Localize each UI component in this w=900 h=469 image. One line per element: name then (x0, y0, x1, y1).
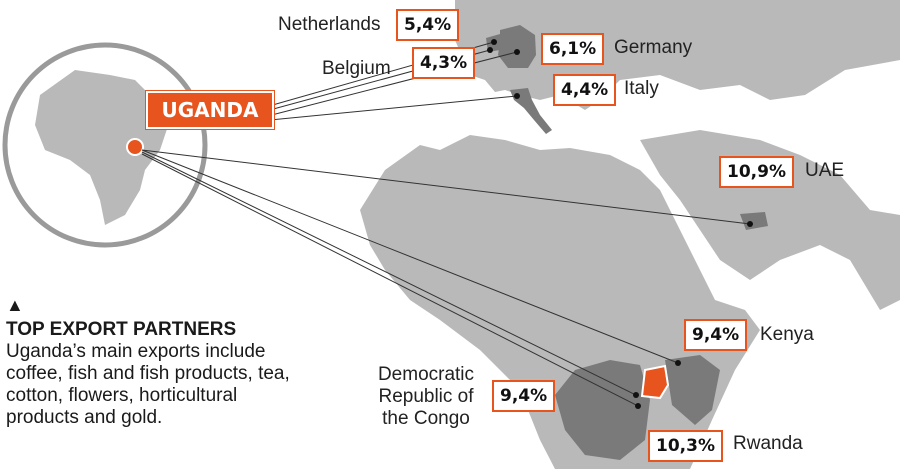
value-italy: 4,4% (553, 74, 617, 106)
label-uae: UAE (805, 160, 845, 181)
line-italy (269, 95, 518, 121)
kenya-shape (665, 355, 720, 425)
dot-germany (514, 49, 520, 55)
value-drc: 9,4% (492, 380, 556, 412)
dot-italy (514, 93, 520, 99)
uganda-shape (640, 364, 670, 400)
value-kenya: 9,4% (684, 319, 748, 351)
legend-title: TOP EXPORT PARTNERS (6, 319, 237, 340)
dot-belgium (487, 47, 493, 53)
value-uae: 10,9% (719, 156, 794, 188)
line-rwanda (141, 153, 639, 407)
uganda-label: UGANDA (146, 91, 274, 129)
line-kenya (141, 149, 679, 364)
dot-kenya (675, 360, 681, 366)
label-netherlands: Netherlands (278, 14, 381, 35)
uae-shape (740, 212, 768, 230)
value-germany: 6,1% (541, 33, 605, 65)
label-drc: Democratic Republic of the Congo (377, 364, 475, 429)
line-uae (141, 149, 751, 225)
legend: ▲ TOP EXPORT PARTNERS Uganda’s main expo… (6, 295, 306, 429)
value-netherlands: 5,4% (396, 9, 460, 41)
value-rwanda: 10,3% (648, 430, 723, 462)
drc-shape (555, 360, 650, 460)
dot-drc (633, 392, 639, 398)
germany-shape (498, 25, 536, 68)
line-drc (141, 151, 637, 396)
label-germany: Germany (614, 37, 693, 58)
inset-africa (35, 70, 170, 225)
connector-dots (487, 39, 753, 409)
label-belgium: Belgium (322, 58, 391, 79)
connector-lines (141, 41, 751, 407)
label-rwanda: Rwanda (733, 433, 803, 454)
italy-shape (510, 88, 552, 134)
label-italy: Italy (624, 78, 659, 99)
value-belgium: 4,3% (412, 47, 476, 79)
dot-rwanda (635, 403, 641, 409)
middle-east-landmass (640, 130, 900, 310)
label-kenya: Kenya (760, 324, 814, 345)
legend-text: Uganda’s main exports include coffee, fi… (6, 341, 290, 428)
inset-uganda-marker (126, 138, 144, 156)
triangle-icon: ▲ (6, 295, 24, 315)
dot-uae (747, 221, 753, 227)
dot-netherlands (491, 39, 497, 45)
